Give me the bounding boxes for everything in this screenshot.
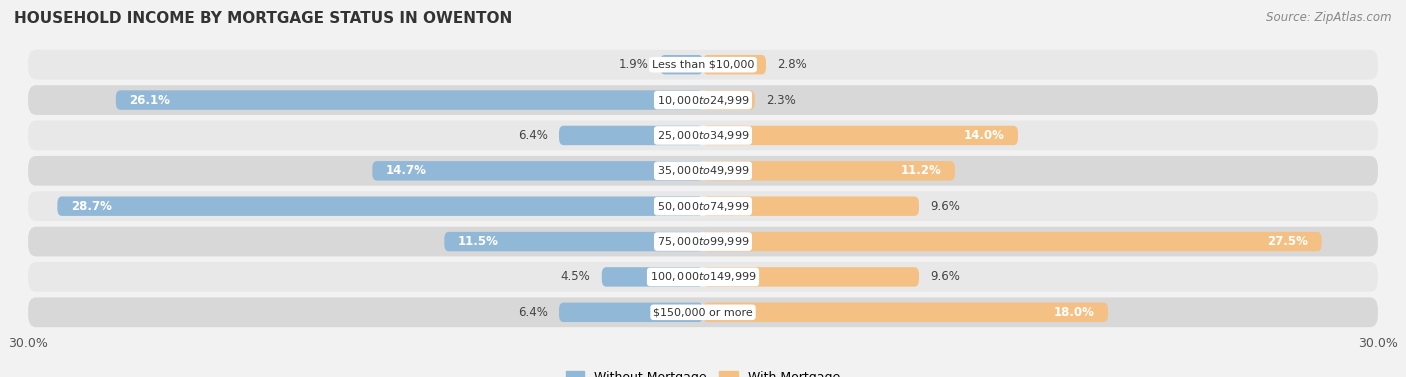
Text: Source: ZipAtlas.com: Source: ZipAtlas.com (1267, 11, 1392, 24)
FancyBboxPatch shape (703, 90, 755, 110)
Text: 11.5%: 11.5% (458, 235, 499, 248)
FancyBboxPatch shape (444, 232, 703, 251)
FancyBboxPatch shape (602, 267, 703, 287)
FancyBboxPatch shape (373, 161, 703, 181)
FancyBboxPatch shape (58, 196, 703, 216)
Legend: Without Mortgage, With Mortgage: Without Mortgage, With Mortgage (561, 366, 845, 377)
FancyBboxPatch shape (703, 267, 920, 287)
Text: 26.1%: 26.1% (129, 93, 170, 107)
FancyBboxPatch shape (661, 55, 703, 74)
FancyBboxPatch shape (28, 156, 1378, 185)
Text: 14.7%: 14.7% (385, 164, 426, 177)
Text: 9.6%: 9.6% (931, 270, 960, 284)
Text: 27.5%: 27.5% (1267, 235, 1308, 248)
Text: 28.7%: 28.7% (70, 200, 111, 213)
Text: $150,000 or more: $150,000 or more (654, 307, 752, 317)
Text: 9.6%: 9.6% (931, 200, 960, 213)
FancyBboxPatch shape (560, 303, 703, 322)
FancyBboxPatch shape (28, 227, 1378, 256)
Text: $100,000 to $149,999: $100,000 to $149,999 (650, 270, 756, 284)
FancyBboxPatch shape (703, 126, 1018, 145)
FancyBboxPatch shape (703, 232, 1322, 251)
Text: HOUSEHOLD INCOME BY MORTGAGE STATUS IN OWENTON: HOUSEHOLD INCOME BY MORTGAGE STATUS IN O… (14, 11, 512, 26)
FancyBboxPatch shape (703, 161, 955, 181)
Text: $50,000 to $74,999: $50,000 to $74,999 (657, 200, 749, 213)
FancyBboxPatch shape (560, 126, 703, 145)
Text: 2.3%: 2.3% (766, 93, 796, 107)
Text: $10,000 to $24,999: $10,000 to $24,999 (657, 93, 749, 107)
FancyBboxPatch shape (28, 50, 1378, 80)
FancyBboxPatch shape (28, 121, 1378, 150)
Text: 1.9%: 1.9% (619, 58, 650, 71)
Text: 4.5%: 4.5% (561, 270, 591, 284)
Text: 6.4%: 6.4% (517, 306, 548, 319)
Text: $25,000 to $34,999: $25,000 to $34,999 (657, 129, 749, 142)
Text: 14.0%: 14.0% (963, 129, 1004, 142)
FancyBboxPatch shape (28, 85, 1378, 115)
FancyBboxPatch shape (703, 303, 1108, 322)
Text: 6.4%: 6.4% (517, 129, 548, 142)
Text: 18.0%: 18.0% (1053, 306, 1094, 319)
Text: $35,000 to $49,999: $35,000 to $49,999 (657, 164, 749, 177)
Text: Less than $10,000: Less than $10,000 (652, 60, 754, 70)
FancyBboxPatch shape (28, 262, 1378, 292)
FancyBboxPatch shape (703, 196, 920, 216)
FancyBboxPatch shape (28, 297, 1378, 327)
FancyBboxPatch shape (28, 192, 1378, 221)
FancyBboxPatch shape (115, 90, 703, 110)
Text: 11.2%: 11.2% (901, 164, 942, 177)
FancyBboxPatch shape (703, 55, 766, 74)
Text: 2.8%: 2.8% (778, 58, 807, 71)
Text: $75,000 to $99,999: $75,000 to $99,999 (657, 235, 749, 248)
